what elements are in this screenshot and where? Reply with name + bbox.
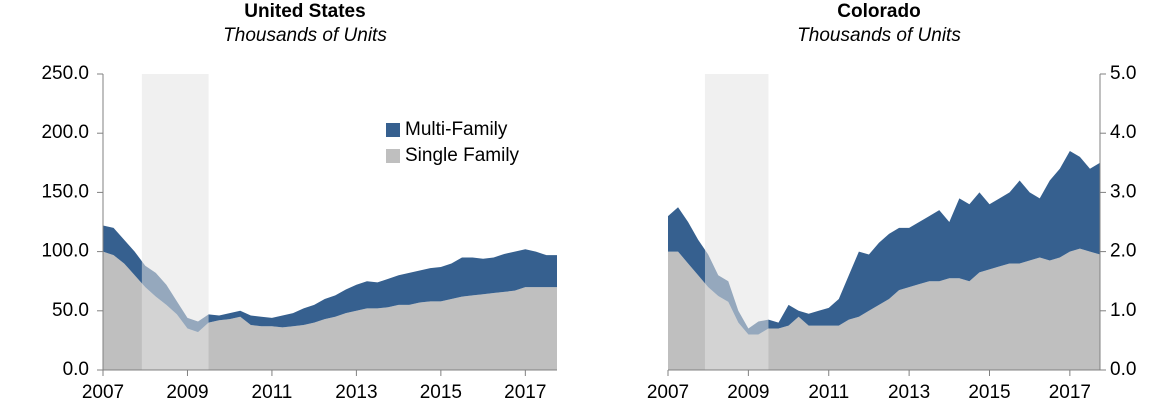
x-tick-label: 2013 — [335, 382, 377, 403]
y-tick-label: 5.0 — [1110, 63, 1136, 84]
y-tick-label: 3.0 — [1110, 181, 1136, 202]
x-tick-label: 2011 — [808, 382, 849, 403]
x-tick-label: 2011 — [252, 382, 293, 403]
x-tick-label: 2007 — [82, 382, 124, 403]
y-tick-label: 2.0 — [1110, 241, 1136, 262]
recession-band — [704, 74, 769, 370]
y-tick-label: 100.0 — [41, 241, 89, 262]
legend-label: Multi-Family — [405, 119, 508, 140]
x-tick-label: 2013 — [888, 382, 930, 403]
y-tick-label: 0.0 — [1110, 359, 1136, 380]
x-tick-label: 2009 — [166, 382, 208, 403]
legend-swatch — [386, 123, 400, 137]
recession-band — [141, 74, 209, 370]
area — [103, 251, 557, 370]
y-tick-label: 4.0 — [1110, 122, 1136, 143]
area — [103, 225, 557, 333]
chart-title: United States — [244, 1, 365, 22]
x-tick-label: 2007 — [647, 382, 689, 403]
x-tick-label: 2015 — [968, 382, 1010, 403]
x-tick-label: 2009 — [727, 382, 769, 403]
chart-title: Colorado — [837, 1, 920, 22]
legend-label: Single Family — [405, 145, 520, 166]
x-tick-label: 2017 — [1049, 382, 1091, 403]
area — [668, 150, 1100, 335]
x-tick-label: 2017 — [504, 382, 546, 403]
legend-swatch — [386, 149, 400, 163]
y-tick-label: 150.0 — [41, 181, 89, 202]
y-tick-label: 50.0 — [52, 300, 89, 321]
y-tick-label: 0.0 — [63, 359, 89, 380]
x-tick-label: 2015 — [420, 382, 462, 403]
chart-subtitle: Thousands of Units — [223, 25, 387, 46]
area — [668, 248, 1100, 370]
chart-subtitle: Thousands of Units — [797, 25, 961, 46]
y-tick-label: 200.0 — [41, 122, 89, 143]
y-tick-label: 250.0 — [41, 63, 89, 84]
y-tick-label: 1.0 — [1110, 300, 1136, 321]
